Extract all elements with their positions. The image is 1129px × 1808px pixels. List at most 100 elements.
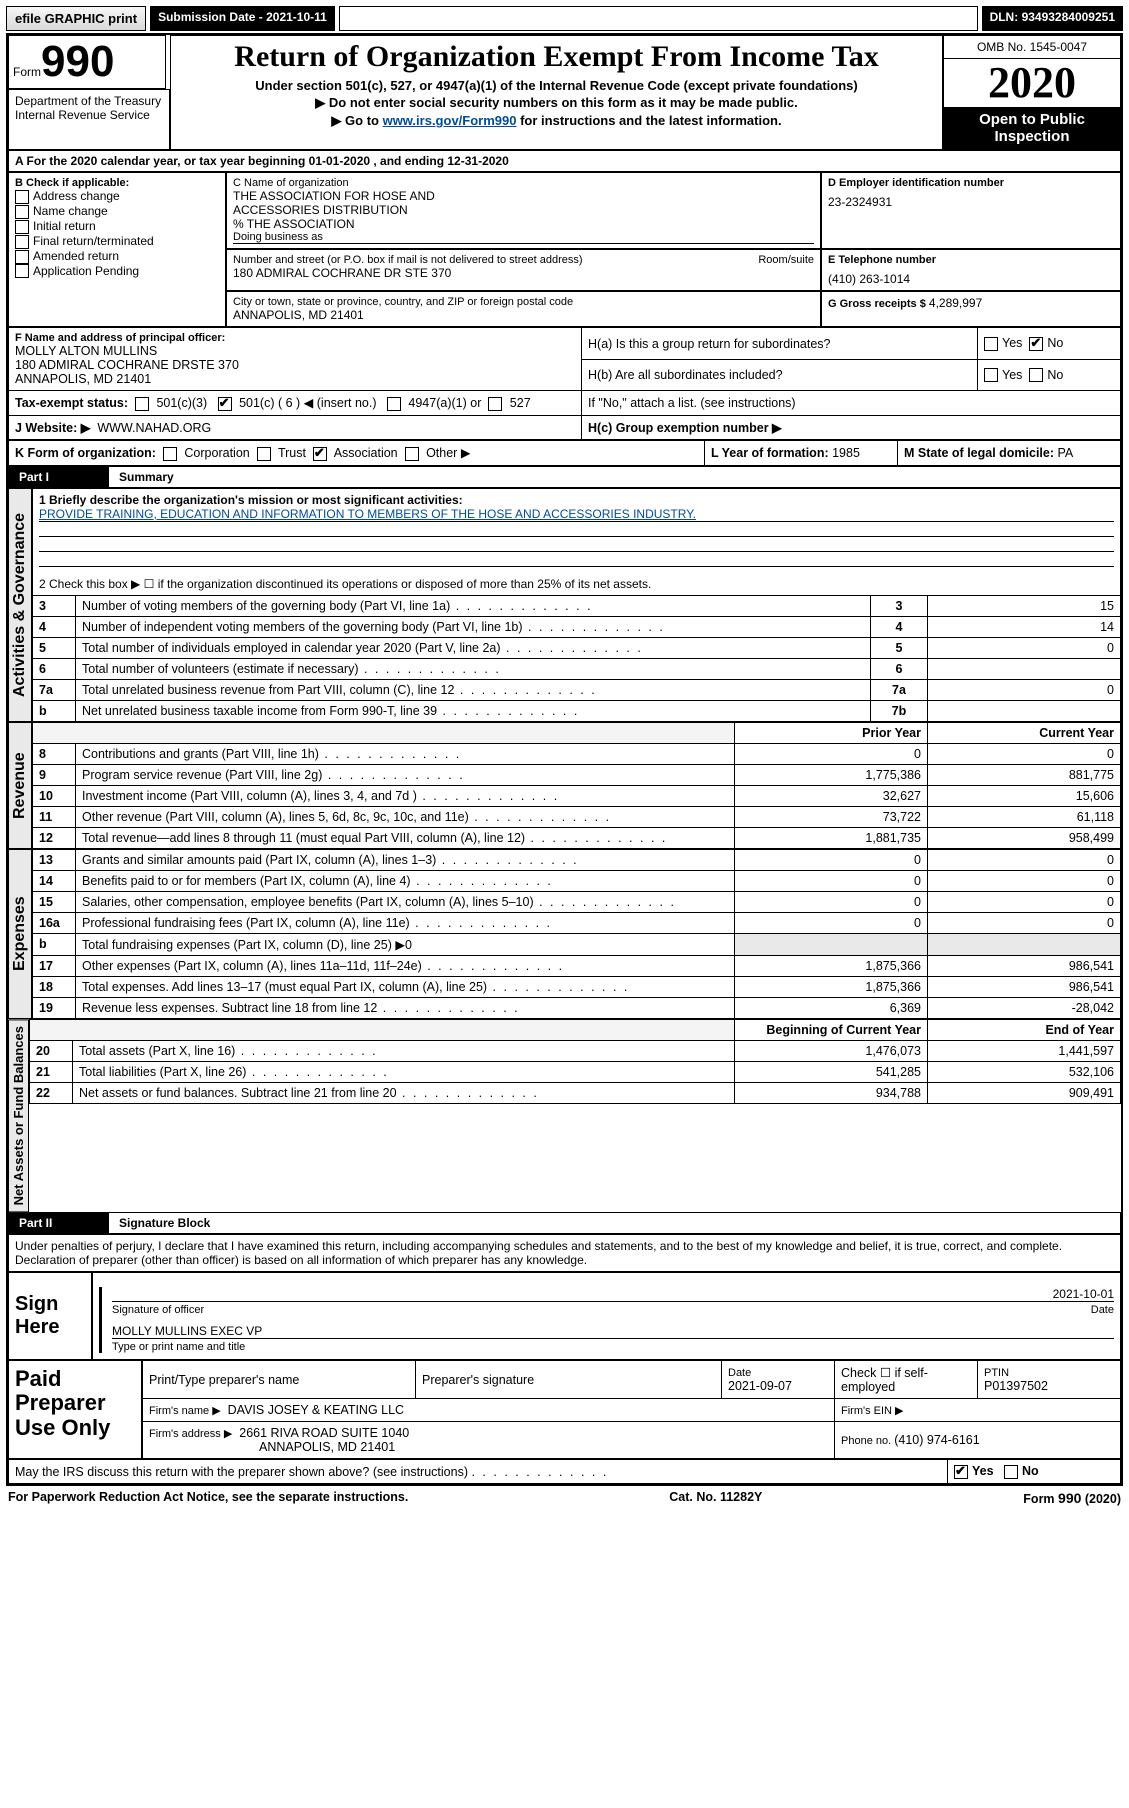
paid-preparer-block: Paid Preparer Use Only Print/Type prepar…: [8, 1360, 1121, 1459]
k-other-checkbox[interactable]: [405, 447, 419, 461]
line-label: Net unrelated business taxable income fr…: [76, 700, 871, 721]
line-label: Program service revenue (Part VIII, line…: [76, 764, 735, 785]
box-g: G Gross receipts $ 4,289,997: [821, 291, 1121, 327]
amount-row: 19Revenue less expenses. Subtract line 1…: [33, 997, 1121, 1018]
officer-label: F Name and address of principal officer:: [15, 332, 575, 344]
governance-table: 3Number of voting members of the governi…: [32, 595, 1121, 722]
sign-here-right: 2021-10-01 Signature of officer Date MOL…: [92, 1272, 1121, 1360]
checkbox-application-pending[interactable]: Application Pending: [15, 264, 219, 279]
open-to-public: Open to Public Inspection: [944, 107, 1120, 149]
revenue-block: Revenue Prior Year Current Year 8Contrib…: [8, 722, 1121, 849]
mission-text[interactable]: PROVIDE TRAINING, EDUCATION AND INFORMAT…: [39, 507, 696, 521]
header-row: Form990 Department of the Treasury Inter…: [8, 35, 1121, 150]
checkbox-name-change[interactable]: Name change: [15, 204, 219, 219]
l-value: 1985: [832, 446, 860, 460]
expenses-side-label: Expenses: [8, 849, 32, 1019]
line-number: 11: [33, 806, 76, 827]
current-amount: 0: [928, 912, 1121, 933]
governance-row: 4Number of independent voting members of…: [33, 616, 1121, 637]
line-number: 4: [33, 616, 76, 637]
line-label: Other expenses (Part IX, column (A), lin…: [76, 955, 735, 976]
k-assoc-checkbox[interactable]: [313, 447, 327, 461]
checkbox-initial-return[interactable]: Initial return: [15, 219, 219, 234]
line-2-discontinued: 2 Check this box ▶ ☐ if the organization…: [39, 577, 1114, 591]
expenses-table: 13Grants and similar amounts paid (Part …: [32, 849, 1121, 1019]
identity-grid: B Check if applicable: Address change Na…: [8, 172, 1121, 327]
m-value: PA: [1058, 446, 1074, 460]
self-employed-cell[interactable]: Check ☐ if self-employed: [835, 1361, 978, 1399]
officer-name-line: MOLLY MULLINS EXEC VP: [112, 1324, 1114, 1339]
line-number: 5: [33, 637, 76, 658]
prior-amount: 1,775,386: [735, 764, 928, 785]
box-b-label: B Check if applicable:: [15, 177, 219, 189]
amount-row: 8Contributions and grants (Part VIII, li…: [33, 743, 1121, 764]
irs-link[interactable]: www.irs.gov/Form990: [383, 113, 517, 128]
checkbox-address-change[interactable]: Address change: [15, 189, 219, 204]
filler: [339, 6, 978, 31]
501c3-checkbox[interactable]: [135, 397, 149, 411]
tax-exempt-cell: Tax-exempt status: 501(c)(3) 501(c) ( 6 …: [9, 391, 582, 416]
year-cell: OMB No. 1545-0047 2020 Open to Public In…: [943, 35, 1121, 150]
line-number: 10: [33, 785, 76, 806]
501c-checkbox[interactable]: [218, 397, 232, 411]
submission-date-label: Submission Date - 2021-10-11: [150, 6, 335, 31]
box-e: E Telephone number (410) 263-1014: [821, 249, 1121, 291]
current-amount: 1,441,597: [928, 1040, 1121, 1061]
phone-label: E Telephone number: [828, 254, 1114, 266]
discuss-answer: Yes No: [948, 1460, 1121, 1484]
prior-amount: 0: [735, 849, 928, 870]
k-corp-checkbox[interactable]: [163, 447, 177, 461]
prep-name-label: Print/Type preparer's name: [143, 1361, 416, 1399]
discuss-cell: May the IRS discuss this return with the…: [9, 1460, 948, 1484]
checkbox-final-return[interactable]: Final return/terminated: [15, 234, 219, 249]
k-corp: Corporation: [184, 446, 249, 460]
prior-amount: 6,369: [735, 997, 928, 1018]
4947-checkbox[interactable]: [387, 397, 401, 411]
line-label: Total fundraising expenses (Part IX, col…: [76, 933, 735, 955]
footer-row: For Paperwork Reduction Act Notice, see …: [6, 1486, 1123, 1510]
ha-yes-checkbox[interactable]: [984, 337, 998, 351]
prior-year-header: Prior Year: [735, 722, 928, 743]
discuss-table: May the IRS discuss this return with the…: [8, 1459, 1121, 1484]
amended-return-label: Amended return: [33, 249, 119, 263]
line-number: 22: [30, 1082, 73, 1103]
firm-addr-label: Firm's address ▶: [149, 1428, 232, 1440]
current-amount: 881,775: [928, 764, 1121, 785]
box-f: F Name and address of principal officer:…: [9, 328, 582, 391]
part-2-title: Signature Block: [109, 1213, 220, 1233]
box-c-street: Number and street (or P.O. box if mail i…: [226, 249, 821, 291]
sign-here-block: Sign Here 2021-10-01 Signature of office…: [8, 1272, 1121, 1360]
ha-no-checkbox[interactable]: [1029, 337, 1043, 351]
prior-amount: 1,875,366: [735, 955, 928, 976]
line-label: Revenue less expenses. Subtract line 18 …: [76, 997, 735, 1018]
current-amount: -28,042: [928, 997, 1121, 1018]
efile-button[interactable]: efile GRAPHIC print: [6, 6, 146, 31]
amount-row: 22Net assets or fund balances. Subtract …: [30, 1082, 1121, 1103]
amount-row: 12Total revenue—add lines 8 through 11 (…: [33, 827, 1121, 848]
amount-row: 21Total liabilities (Part X, line 26)541…: [30, 1061, 1121, 1082]
discuss-yes-checkbox[interactable]: [954, 1465, 968, 1479]
dln-value: 93493284009251: [1022, 10, 1115, 24]
discuss-no-checkbox[interactable]: [1004, 1465, 1018, 1479]
hb-no-checkbox[interactable]: [1029, 368, 1043, 382]
omb-number: OMB No. 1545-0047: [944, 36, 1120, 59]
org-name-1: THE ASSOCIATION FOR HOSE AND: [233, 189, 814, 203]
checkbox-amended-return[interactable]: Amended return: [15, 249, 219, 264]
revenue-spacer: [33, 722, 735, 743]
ein-value: 23-2324931: [828, 195, 1114, 209]
line-number: 8: [33, 743, 76, 764]
line-number: 19: [33, 997, 76, 1018]
line-value: [928, 658, 1121, 679]
hb-yes-checkbox[interactable]: [984, 368, 998, 382]
current-amount: 0: [928, 743, 1121, 764]
527-checkbox[interactable]: [488, 397, 502, 411]
prior-amount: 0: [735, 743, 928, 764]
firm-addr-cell: Firm's address ▶ 2661 RIVA ROAD SUITE 10…: [143, 1422, 835, 1459]
governance-row: 6Total number of volunteers (estimate if…: [33, 658, 1121, 679]
line-label: Number of voting members of the governin…: [76, 595, 871, 616]
line-label: Total number of volunteers (estimate if …: [76, 658, 871, 679]
officer-signature-line[interactable]: 2021-10-01: [112, 1287, 1114, 1302]
mission-block: 1 Briefly describe the organization's mi…: [32, 488, 1121, 595]
website-value: WWW.NAHAD.ORG: [97, 421, 211, 435]
k-trust-checkbox[interactable]: [257, 447, 271, 461]
